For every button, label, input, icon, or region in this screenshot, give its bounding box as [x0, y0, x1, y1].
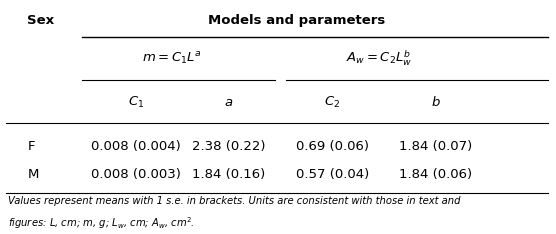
Text: 0.008 (0.003): 0.008 (0.003)	[91, 168, 181, 181]
Text: 1.84 (0.16): 1.84 (0.16)	[192, 168, 266, 181]
Text: F: F	[27, 140, 35, 153]
Text: Models and parameters: Models and parameters	[208, 15, 386, 27]
Text: 1.84 (0.07): 1.84 (0.07)	[399, 140, 473, 153]
Text: Values represent means with 1 s.e. in brackets. Units are consistent with those : Values represent means with 1 s.e. in br…	[8, 196, 461, 206]
Text: $\mathbf{\mathit{a}}$: $\mathbf{\mathit{a}}$	[224, 96, 234, 109]
Text: 2.38 (0.22): 2.38 (0.22)	[192, 140, 266, 153]
Text: $\mathbf{\mathit{C_2}}$: $\mathbf{\mathit{C_2}}$	[324, 95, 341, 110]
Text: $\mathbf{\mathit{b}}$: $\mathbf{\mathit{b}}$	[431, 95, 441, 110]
Text: $\mathbf{\mathit{C_1}}$: $\mathbf{\mathit{C_1}}$	[128, 95, 145, 110]
Text: 0.57 (0.04): 0.57 (0.04)	[296, 168, 369, 181]
Text: 1.84 (0.06): 1.84 (0.06)	[399, 168, 473, 181]
Text: 0.69 (0.06): 0.69 (0.06)	[296, 140, 369, 153]
Text: 0.008 (0.004): 0.008 (0.004)	[91, 140, 181, 153]
Text: M: M	[27, 168, 39, 181]
Text: figures: $\mathit{L}$, cm; $\mathit{m}$, g; $\mathit{L_w}$, cm; $\mathit{A_w}$, : figures: $\mathit{L}$, cm; $\mathit{m}$,…	[8, 215, 195, 231]
Text: $\mathbf{\mathit{A_w = C_2L_w^b}}$: $\mathbf{\mathit{A_w = C_2L_w^b}}$	[346, 49, 412, 68]
Text: $\mathbf{\mathit{m = C_1L^a}}$: $\mathbf{\mathit{m = C_1L^a}}$	[142, 51, 202, 67]
Text: Sex: Sex	[27, 15, 54, 27]
